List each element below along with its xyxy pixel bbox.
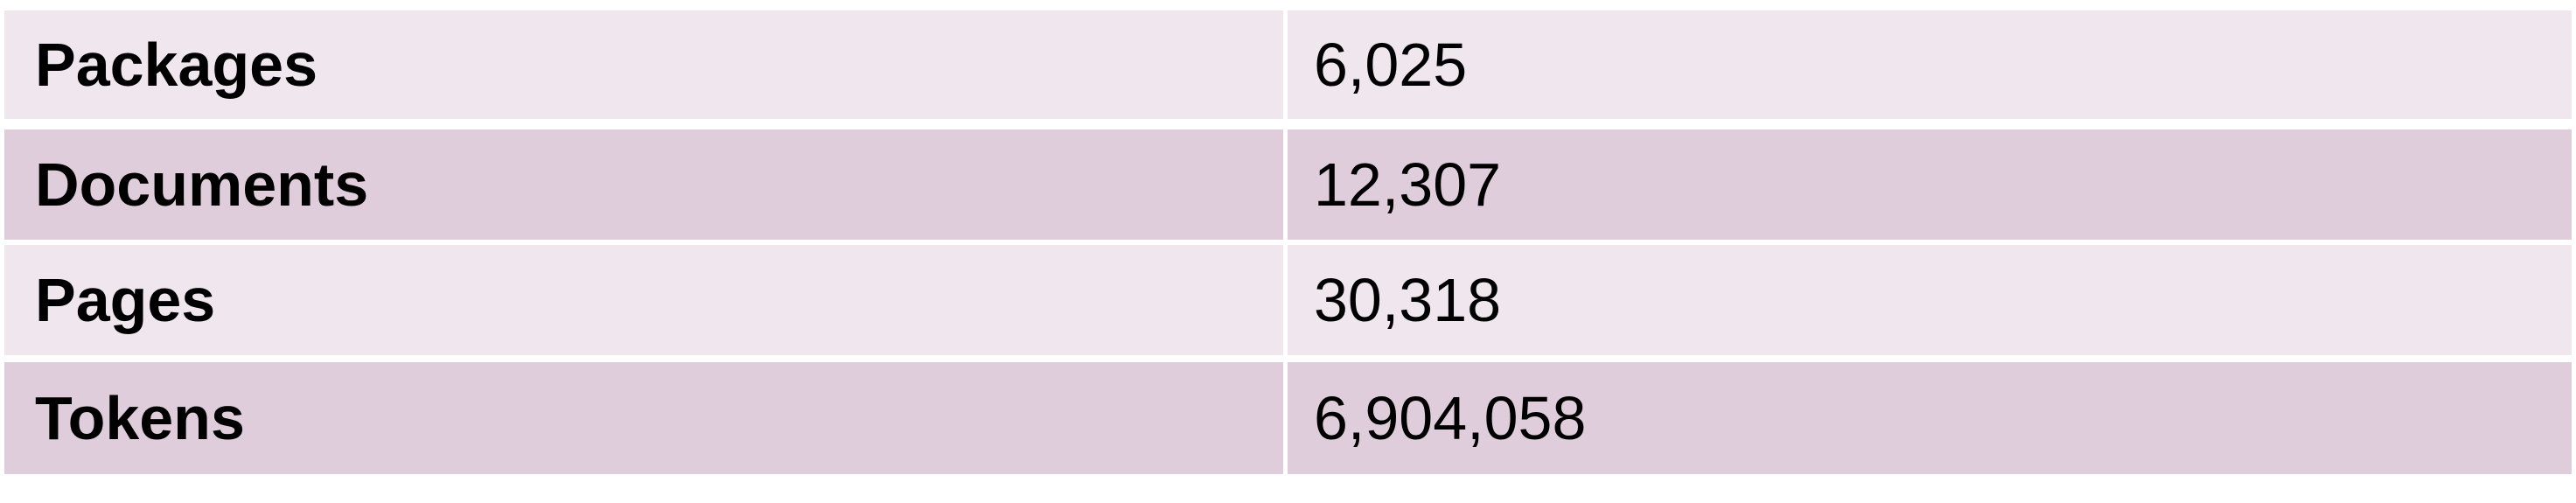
table-row: Tokens 6,904,058 bbox=[4, 362, 2572, 474]
row-label: Packages bbox=[4, 10, 1283, 119]
row-value: 12,307 bbox=[1288, 129, 2572, 240]
row-label: Pages bbox=[4, 245, 1283, 355]
row-value: 30,318 bbox=[1288, 245, 2572, 355]
row-label: Tokens bbox=[4, 362, 1283, 474]
row-value: 6,904,058 bbox=[1288, 362, 2572, 474]
table-row: Pages 30,318 bbox=[4, 245, 2572, 355]
row-value: 6,025 bbox=[1288, 10, 2572, 119]
table-row: Documents 12,307 bbox=[4, 129, 2572, 240]
table-row: Packages 6,025 bbox=[4, 10, 2572, 119]
row-label: Documents bbox=[4, 129, 1283, 240]
